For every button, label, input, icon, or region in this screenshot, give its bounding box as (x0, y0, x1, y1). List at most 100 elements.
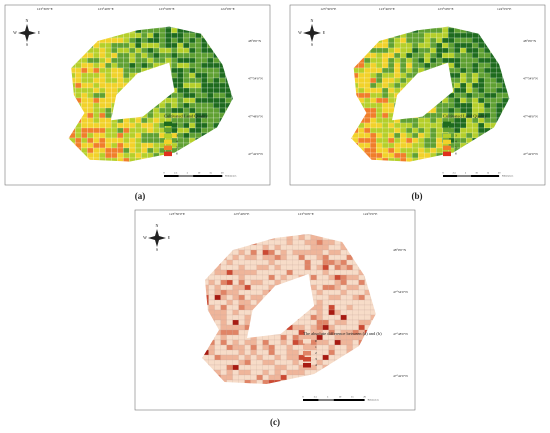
land-parcel (232, 254, 239, 261)
land-parcel (310, 264, 317, 271)
land-parcel (472, 87, 479, 94)
land-parcel (406, 152, 413, 159)
land-parcel (436, 52, 443, 59)
land-parcel (376, 67, 383, 74)
land-parcel (460, 107, 467, 114)
land-parcel (394, 152, 401, 159)
land-parcel (214, 364, 221, 371)
land-parcel (250, 269, 257, 276)
land-parcel (214, 349, 221, 356)
land-parcel (214, 274, 221, 281)
land-parcel (141, 37, 148, 44)
land-parcel (316, 239, 323, 246)
land-parcel (262, 269, 269, 276)
land-parcel (219, 102, 226, 109)
land-parcel (400, 147, 407, 154)
land-parcel (75, 77, 82, 84)
land-parcel (472, 107, 479, 114)
land-parcel (171, 107, 178, 114)
land-parcel (117, 77, 124, 84)
land-parcel (478, 117, 485, 124)
land-parcel (388, 122, 395, 129)
land-parcel (436, 32, 443, 39)
land-parcel (430, 112, 437, 119)
legend-label: 1 (176, 121, 178, 125)
land-parcel (310, 234, 317, 241)
land-parcel (135, 32, 142, 39)
land-parcel (298, 239, 305, 246)
land-parcel (382, 67, 389, 74)
land-parcel (105, 117, 112, 124)
land-parcel (99, 62, 106, 69)
land-parcel (424, 122, 431, 129)
scale-bar-light (457, 175, 472, 177)
land-parcel (322, 259, 329, 266)
land-parcel (201, 117, 208, 124)
land-parcel (141, 117, 148, 124)
land-parcel (232, 274, 239, 281)
land-parcel (214, 339, 221, 346)
land-parcel (225, 92, 232, 99)
land-parcel (214, 304, 221, 311)
land-parcel (171, 27, 178, 34)
land-parcel (177, 52, 184, 59)
land-parcel (358, 279, 365, 286)
legend-swatch (443, 145, 451, 151)
land-parcel (111, 47, 118, 54)
land-parcel (219, 92, 226, 99)
land-parcel (226, 259, 233, 266)
land-parcel (466, 42, 473, 49)
land-parcel (256, 249, 263, 256)
land-parcel (466, 102, 473, 109)
land-parcel (322, 274, 329, 281)
land-parcel (99, 87, 106, 94)
land-parcel (195, 127, 202, 134)
land-parcel (364, 147, 371, 154)
land-parcel (340, 309, 347, 316)
land-parcel (322, 324, 329, 331)
land-parcel (250, 274, 257, 281)
land-parcel (484, 52, 491, 59)
land-parcel (466, 77, 473, 84)
compass-rose (148, 229, 166, 247)
land-parcel (322, 294, 329, 301)
land-parcel (286, 354, 293, 361)
land-parcel (105, 127, 112, 134)
land-parcel (454, 92, 461, 99)
land-parcel (400, 52, 407, 59)
land-parcel (436, 107, 443, 114)
land-parcel (117, 57, 124, 64)
land-parcel (340, 249, 347, 256)
land-parcel (232, 304, 239, 311)
land-parcel (346, 259, 353, 266)
land-parcel (226, 319, 233, 326)
land-parcel (87, 102, 94, 109)
land-parcel (388, 42, 395, 49)
legend-title: The absolute difference between (a) and … (303, 331, 382, 336)
land-parcel (256, 289, 263, 296)
land-parcel (478, 107, 485, 114)
land-parcel (304, 249, 311, 256)
land-parcel (87, 97, 94, 104)
land-parcel (454, 67, 461, 74)
land-parcel (412, 52, 419, 59)
land-parcel (93, 52, 100, 59)
land-parcel (376, 127, 383, 134)
land-parcel (208, 349, 215, 356)
land-parcel (177, 132, 184, 139)
land-parcel (268, 344, 275, 351)
land-parcel (177, 122, 184, 129)
land-parcel (388, 127, 395, 134)
land-parcel (135, 152, 142, 159)
land-parcel (244, 299, 251, 306)
land-parcel (75, 87, 82, 94)
land-parcel (490, 57, 497, 64)
land-parcel (298, 244, 305, 251)
land-parcel (394, 132, 401, 139)
land-parcel (412, 122, 419, 129)
land-parcel (394, 57, 401, 64)
land-parcel (286, 239, 293, 246)
land-parcel (364, 82, 371, 89)
compass-label: W (298, 30, 302, 35)
land-parcel (484, 107, 491, 114)
